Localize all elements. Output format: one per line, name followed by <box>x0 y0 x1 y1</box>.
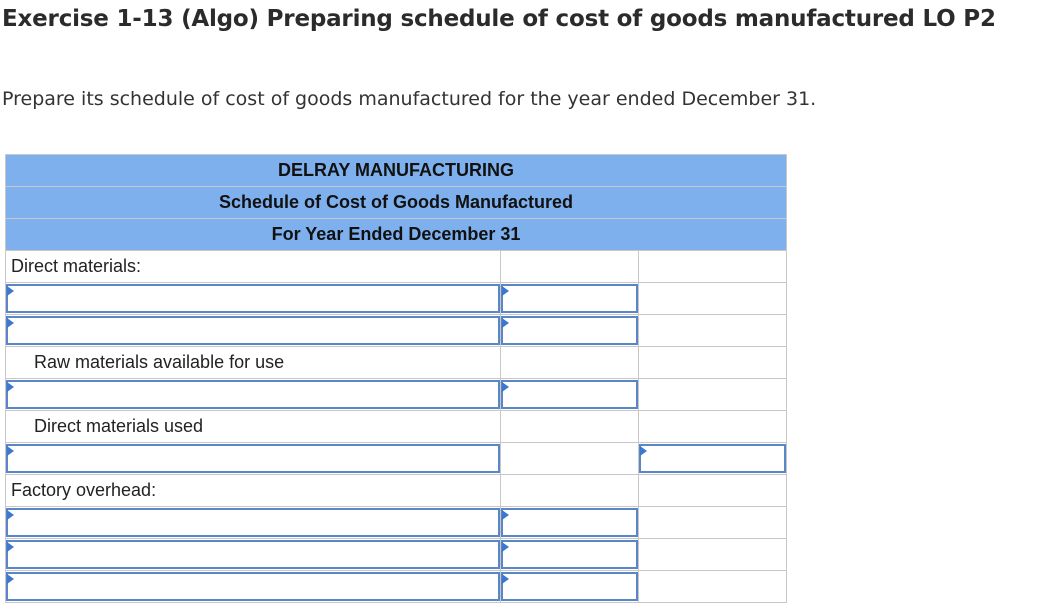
empty-cell <box>637 314 788 347</box>
exercise-title: Exercise 1-13 (Algo) Preparing schedule … <box>2 6 996 32</box>
table-row <box>5 378 788 411</box>
empty-cell <box>500 442 639 475</box>
table-row <box>5 314 788 347</box>
label-input[interactable] <box>6 284 500 313</box>
empty-cell <box>637 282 788 315</box>
statement-period: For Year Ended December 31 <box>4 218 788 251</box>
table-row <box>5 442 788 475</box>
label-input[interactable] <box>6 444 500 473</box>
amount-input-cell <box>500 314 639 347</box>
empty-cell <box>637 250 788 283</box>
total-input-cell <box>637 442 788 475</box>
row-label: Factory overhead: <box>5 474 501 507</box>
row-label: Direct materials used <box>5 410 501 443</box>
statement-name: Schedule of Cost of Goods Manufactured <box>4 186 788 219</box>
label-input-cell <box>5 378 501 411</box>
total-input[interactable] <box>639 444 787 473</box>
label-input-cell <box>5 314 501 347</box>
amount-input-cell <box>500 282 639 315</box>
empty-cell <box>637 410 788 443</box>
table-row <box>5 282 788 315</box>
label-input[interactable] <box>6 508 500 537</box>
table-row <box>5 570 788 603</box>
label-input-cell <box>5 538 501 571</box>
empty-cell <box>637 474 788 507</box>
amount-input-cell <box>500 506 639 539</box>
amount-input-cell <box>500 570 639 603</box>
table-row <box>5 506 788 539</box>
empty-cell <box>500 474 639 507</box>
label-input[interactable] <box>6 572 500 601</box>
amount-input-cell <box>500 538 639 571</box>
empty-cell <box>637 378 788 411</box>
label-input-cell <box>5 442 501 475</box>
label-input[interactable] <box>6 540 500 569</box>
amount-input[interactable] <box>501 508 638 537</box>
table-row: Direct materials used <box>5 410 788 443</box>
label-input-cell <box>5 570 501 603</box>
row-label: Raw materials available for use <box>5 346 501 379</box>
row-label: Direct materials: <box>5 250 501 283</box>
empty-cell <box>637 346 788 379</box>
amount-input[interactable] <box>501 284 638 313</box>
amount-input[interactable] <box>501 572 638 601</box>
amount-input-cell <box>500 378 639 411</box>
instructions-text: Prepare its schedule of cost of goods ma… <box>2 88 817 110</box>
empty-cell <box>637 570 788 603</box>
table-row <box>5 538 788 571</box>
header-company-row: DELRAY MANUFACTURING <box>4 154 788 187</box>
label-input-cell <box>5 506 501 539</box>
company-name: DELRAY MANUFACTURING <box>4 154 788 187</box>
header-statement-row: Schedule of Cost of Goods Manufactured <box>4 186 788 219</box>
table-row: Direct materials: <box>5 250 788 283</box>
label-input[interactable] <box>6 380 500 409</box>
amount-input[interactable] <box>501 316 638 345</box>
amount-input[interactable] <box>501 540 638 569</box>
empty-cell <box>500 250 639 283</box>
table-row: Factory overhead: <box>5 474 788 507</box>
label-input[interactable] <box>6 316 500 345</box>
amount-input[interactable] <box>501 380 638 409</box>
empty-cell <box>500 410 639 443</box>
header-period-row: For Year Ended December 31 <box>4 218 788 251</box>
empty-cell <box>500 346 639 379</box>
table-row: Raw materials available for use <box>5 346 788 379</box>
label-input-cell <box>5 282 501 315</box>
empty-cell <box>637 538 788 571</box>
empty-cell <box>637 506 788 539</box>
cogm-schedule-table: DELRAY MANUFACTURING Schedule of Cost of… <box>4 154 788 603</box>
